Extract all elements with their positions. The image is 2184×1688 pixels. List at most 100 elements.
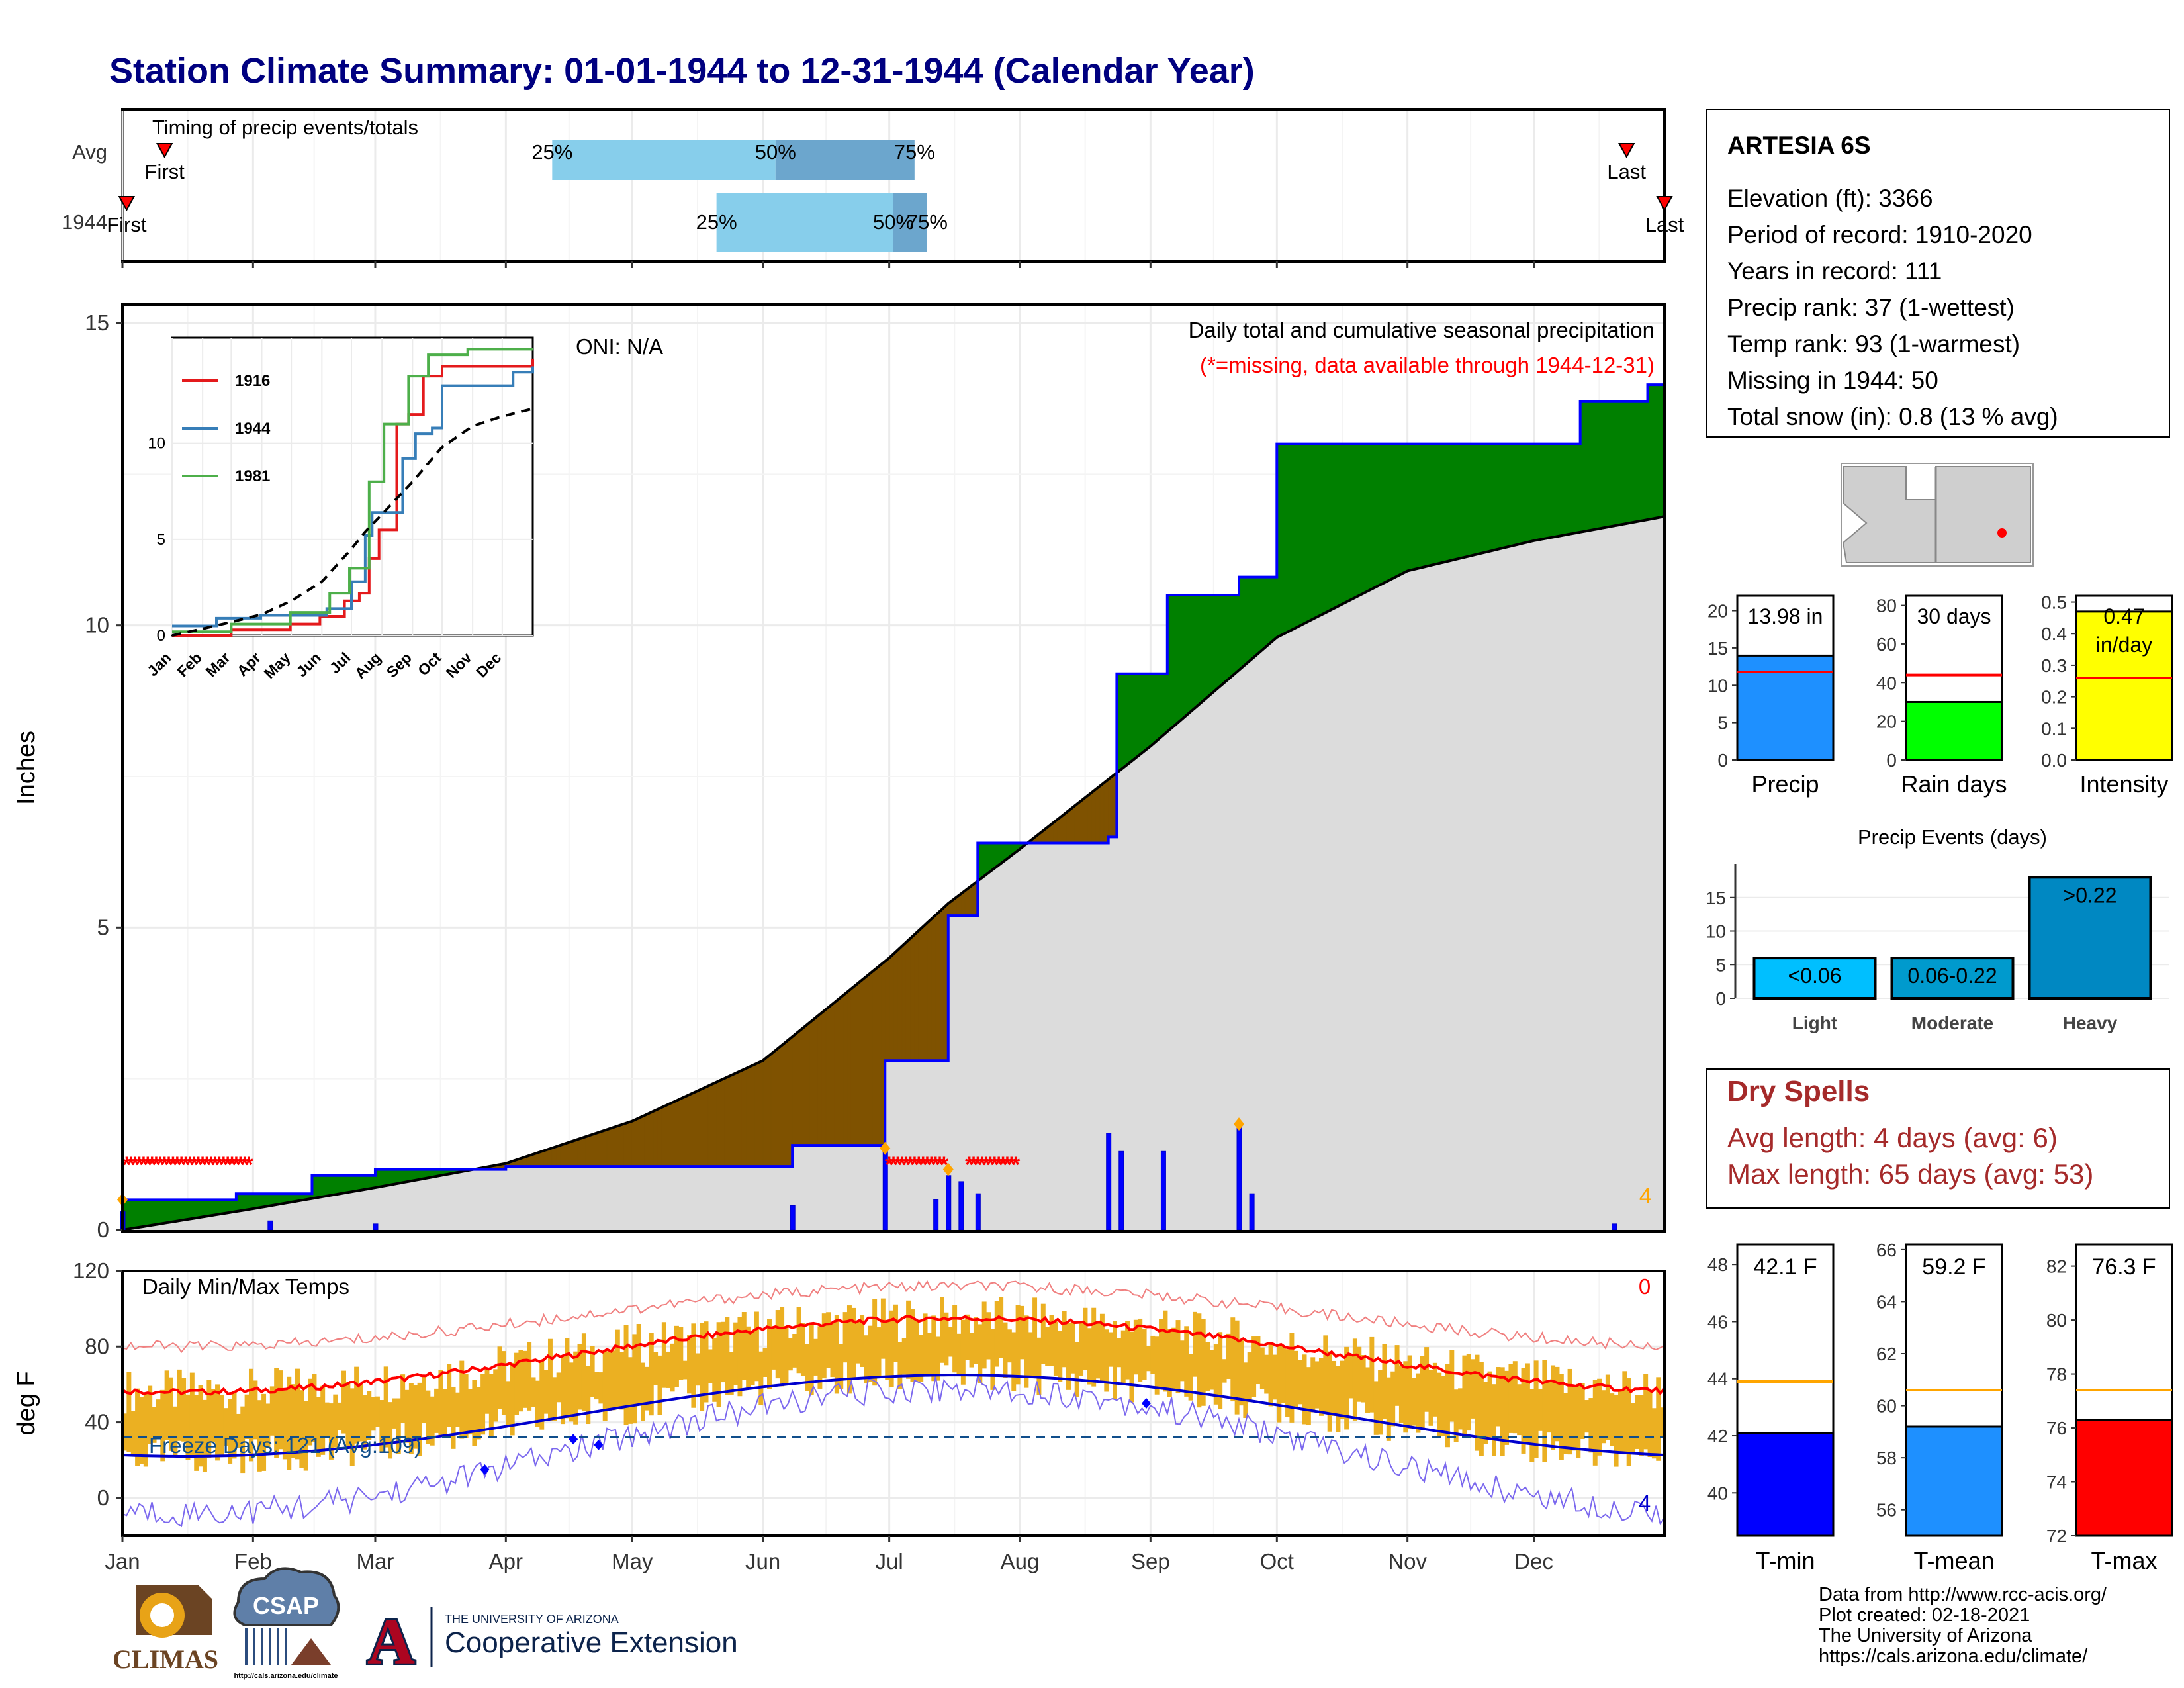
- above-average-area: [1318, 444, 1324, 617]
- daily-temp-bar: [299, 1390, 304, 1468]
- daily-temp-bar: [337, 1402, 342, 1430]
- daily-temp-bar: [1197, 1313, 1202, 1408]
- daily-temp-bar: [392, 1398, 397, 1429]
- inset-y-tick-label: 10: [148, 435, 165, 453]
- daily-temp-bar: [1120, 1330, 1126, 1383]
- temp-summary-tick-label: 58: [1876, 1448, 1897, 1468]
- daily-temp-bar: [1525, 1363, 1530, 1442]
- daily-temp-bar: [379, 1400, 385, 1452]
- daily-temp-bar: [1394, 1345, 1400, 1406]
- precip-events-chart: Precip Events (days) 0 5 10 15 <0.06 Light 0.06…: [1706, 825, 2169, 1033]
- record-low-marker: [480, 1464, 490, 1475]
- above-average-area: [1188, 594, 1193, 714]
- missing-day-marker: *: [906, 1152, 915, 1178]
- temp-summary-bar: [2075, 1419, 2173, 1537]
- daily-temp-bar: [775, 1310, 780, 1379]
- above-average-area: [1331, 444, 1336, 610]
- daily-temp-bar: [1150, 1335, 1156, 1374]
- missing-day-marker: *: [232, 1152, 241, 1178]
- daily-temp-bar: [274, 1368, 279, 1458]
- above-average-area: [400, 1169, 405, 1184]
- daily-temp-bar: [148, 1385, 153, 1444]
- below-average-area: [889, 953, 894, 1061]
- below-average-area: [1066, 808, 1071, 843]
- missing-day-marker: *: [986, 1152, 995, 1178]
- above-average-area: [1462, 444, 1467, 559]
- below-average-area: [640, 1115, 645, 1167]
- daily-temp-bar: [518, 1350, 523, 1412]
- daily-temp-bar: [632, 1334, 637, 1424]
- above-average-area: [177, 1199, 182, 1222]
- daily-temp-bar: [834, 1315, 839, 1394]
- above-average-area: [1226, 594, 1231, 682]
- daily-temp-bar: [1563, 1393, 1569, 1454]
- temp-summary-value-label: 42.1 F: [1753, 1254, 1817, 1280]
- daily-temp-bar: [514, 1352, 520, 1415]
- above-average-area: [1482, 444, 1488, 553]
- below-average-area: [724, 1076, 730, 1167]
- below-average-area: [914, 929, 919, 1061]
- daily-temp-bar: [670, 1343, 675, 1392]
- above-average-area: [1630, 401, 1635, 524]
- observed-cumulative-line: [122, 383, 1664, 1201]
- above-average-area: [130, 1199, 136, 1229]
- cold-days-count: 4: [1639, 1491, 1651, 1515]
- daily-temp-bar: [1344, 1346, 1349, 1430]
- daily-temp-bar: [948, 1327, 953, 1357]
- below-average-area: [1095, 785, 1101, 843]
- below-average-area: [619, 1123, 624, 1167]
- daily-temp-bar: [472, 1380, 477, 1446]
- above-average-area: [1390, 444, 1395, 581]
- daily-temp-bar: [442, 1389, 447, 1438]
- daily-temp-bar: [244, 1394, 250, 1439]
- record-tmin-line: [122, 1374, 1665, 1528]
- timing-grid: [121, 111, 1600, 268]
- above-average-area: [366, 1175, 372, 1190]
- below-average-area: [1087, 792, 1092, 843]
- below-average-area: [935, 910, 940, 1061]
- inset-legend-label: 1944: [235, 420, 271, 438]
- above-average-area: [1163, 673, 1168, 736]
- daily-temp-bar: [447, 1364, 452, 1427]
- daily-temp-bar: [223, 1408, 228, 1446]
- month-tick-label: Dec: [1514, 1549, 1553, 1573]
- daily-temp-bar: [1403, 1361, 1408, 1433]
- daily-temp-bar: [497, 1346, 502, 1409]
- daily-temp-bar: [506, 1381, 511, 1427]
- daily-temp-bar: [577, 1344, 582, 1410]
- below-average-area: [872, 967, 877, 1146]
- record-low-marker: [1141, 1398, 1151, 1409]
- events-tick-label: 10: [1706, 921, 1726, 942]
- missing-day-marker: *: [995, 1152, 1004, 1178]
- missing-day-marker: *: [885, 1152, 894, 1178]
- below-average-area: [707, 1083, 713, 1167]
- above-average-area: [1617, 401, 1623, 526]
- temp-summary-tick-label: 62: [1876, 1344, 1897, 1364]
- daily-temp-bar: [653, 1352, 659, 1385]
- month-tick-label: Aug: [1001, 1549, 1040, 1573]
- temp-summary-tick-label: 44: [1707, 1369, 1728, 1389]
- below-average-area: [556, 1145, 561, 1167]
- above-average-area: [1445, 444, 1450, 563]
- daily-temp-bar: [295, 1368, 300, 1460]
- temp-summary-charts: 40 42 44 46 48 42.1 F T-min 56 58 60 62 64 66 59.2 F T…: [1707, 1240, 2173, 1574]
- above-average-area: [219, 1199, 224, 1215]
- station-info-line: Temp rank: 93 (1-warmest): [1727, 330, 2020, 357]
- daily-temp-bar: [1483, 1382, 1488, 1444]
- above-average-area: [1340, 444, 1345, 606]
- temp-summary-bar: [1905, 1425, 2003, 1537]
- above-average-area: [214, 1199, 220, 1215]
- temp-summary-tick-label: 60: [1876, 1396, 1897, 1417]
- daily-temp-bar: [1407, 1355, 1412, 1429]
- above-average-area: [261, 1193, 266, 1208]
- daily-temp-bar: [1542, 1360, 1547, 1462]
- daily-temp-bar: [1504, 1370, 1510, 1445]
- above-average-area: [1500, 444, 1505, 549]
- below-average-area: [762, 1056, 768, 1167]
- y-tick-label: 0: [97, 1217, 109, 1242]
- daily-temp-bar: [1251, 1336, 1257, 1397]
- below-average-area: [813, 1015, 818, 1146]
- daily-temp-bar: [923, 1313, 928, 1374]
- month-tick-label: Nov: [1388, 1549, 1427, 1573]
- timing-row-label-avg: Avg: [72, 140, 107, 164]
